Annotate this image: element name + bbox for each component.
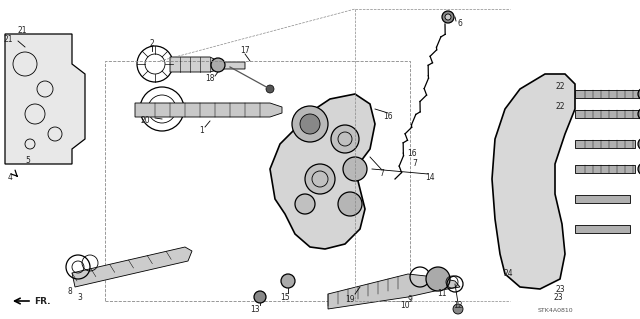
Bar <box>575 90 640 98</box>
Bar <box>575 110 640 118</box>
Circle shape <box>638 163 640 175</box>
Polygon shape <box>170 57 245 72</box>
Circle shape <box>638 138 640 150</box>
Text: 16: 16 <box>383 113 393 122</box>
Polygon shape <box>328 274 460 309</box>
Text: 11: 11 <box>437 288 447 298</box>
Text: 22: 22 <box>556 83 564 92</box>
Bar <box>575 195 630 203</box>
Circle shape <box>453 304 463 314</box>
Text: 3: 3 <box>77 293 83 301</box>
Text: 22: 22 <box>556 102 564 112</box>
Text: 5: 5 <box>26 157 31 166</box>
Polygon shape <box>72 247 192 287</box>
Polygon shape <box>492 74 575 289</box>
Bar <box>575 225 630 233</box>
Text: 23: 23 <box>553 293 563 301</box>
Circle shape <box>442 11 454 23</box>
Circle shape <box>266 85 274 93</box>
Circle shape <box>638 108 640 120</box>
Text: 21: 21 <box>17 26 27 35</box>
Circle shape <box>254 291 266 303</box>
Text: 7: 7 <box>380 169 385 179</box>
Circle shape <box>211 58 225 72</box>
Text: 10: 10 <box>400 301 410 310</box>
Bar <box>575 140 635 148</box>
Bar <box>105 61 410 301</box>
Text: 17: 17 <box>240 47 250 56</box>
Circle shape <box>331 125 359 153</box>
Text: 7: 7 <box>413 160 417 168</box>
Polygon shape <box>135 103 282 117</box>
Text: 23: 23 <box>555 285 565 293</box>
Text: 19: 19 <box>345 294 355 303</box>
Text: 15: 15 <box>280 293 290 301</box>
Polygon shape <box>270 94 375 249</box>
Circle shape <box>343 157 367 181</box>
Text: 16: 16 <box>407 150 417 159</box>
Circle shape <box>426 267 450 291</box>
Polygon shape <box>5 34 85 164</box>
Circle shape <box>295 194 315 214</box>
Text: 13: 13 <box>250 305 260 314</box>
Text: 14: 14 <box>425 173 435 182</box>
Text: 12: 12 <box>453 301 463 310</box>
Text: 1: 1 <box>200 127 204 136</box>
Circle shape <box>281 274 295 288</box>
Text: 9: 9 <box>408 294 412 303</box>
Text: 6: 6 <box>458 19 463 28</box>
Text: 21: 21 <box>3 34 13 43</box>
Circle shape <box>445 14 451 20</box>
Text: STK4A0810: STK4A0810 <box>537 308 573 314</box>
Circle shape <box>338 192 362 216</box>
Text: 2: 2 <box>150 39 154 48</box>
Circle shape <box>292 106 328 142</box>
Circle shape <box>300 114 320 134</box>
Text: 20: 20 <box>140 116 150 125</box>
Text: 24: 24 <box>503 270 513 278</box>
Text: 18: 18 <box>205 75 215 84</box>
Circle shape <box>305 164 335 194</box>
Circle shape <box>638 88 640 100</box>
Text: 4: 4 <box>8 173 12 182</box>
Bar <box>575 165 635 173</box>
Text: 8: 8 <box>68 286 72 295</box>
Text: FR.: FR. <box>34 296 51 306</box>
